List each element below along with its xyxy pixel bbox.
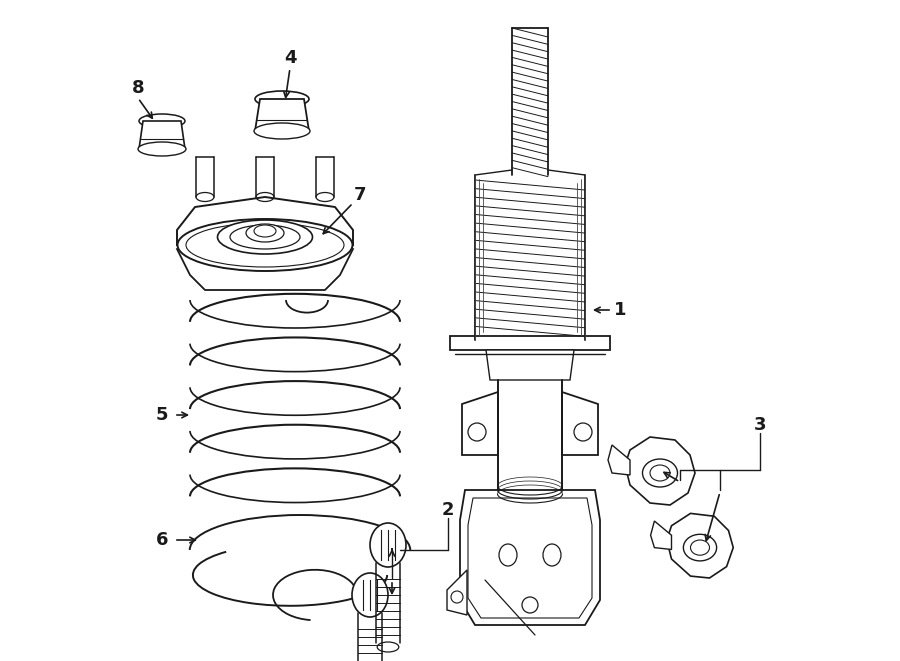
Ellipse shape: [683, 534, 716, 561]
Ellipse shape: [254, 225, 276, 237]
Ellipse shape: [643, 459, 678, 487]
Text: 8: 8: [131, 79, 144, 97]
Ellipse shape: [543, 544, 561, 566]
Ellipse shape: [377, 642, 399, 652]
Text: 6: 6: [156, 531, 168, 549]
Ellipse shape: [246, 224, 284, 242]
Ellipse shape: [218, 220, 312, 254]
Polygon shape: [139, 121, 185, 149]
Polygon shape: [651, 521, 671, 549]
Ellipse shape: [451, 591, 463, 603]
Polygon shape: [562, 392, 598, 455]
Polygon shape: [255, 99, 309, 131]
Ellipse shape: [316, 192, 334, 202]
Ellipse shape: [650, 465, 670, 481]
Ellipse shape: [256, 192, 274, 202]
Polygon shape: [486, 350, 574, 380]
Polygon shape: [462, 392, 498, 455]
Polygon shape: [447, 570, 467, 615]
Ellipse shape: [230, 225, 300, 249]
Ellipse shape: [255, 91, 309, 107]
Polygon shape: [450, 336, 610, 350]
Ellipse shape: [370, 523, 406, 567]
Ellipse shape: [522, 597, 538, 613]
Polygon shape: [468, 498, 592, 618]
Ellipse shape: [186, 223, 344, 267]
Ellipse shape: [177, 219, 353, 271]
Polygon shape: [625, 437, 695, 505]
Ellipse shape: [690, 540, 709, 555]
Text: 2: 2: [442, 501, 454, 519]
Ellipse shape: [139, 114, 185, 128]
Text: 4: 4: [284, 49, 296, 67]
Ellipse shape: [499, 544, 517, 566]
Ellipse shape: [352, 573, 388, 617]
Text: 1: 1: [614, 301, 626, 319]
Ellipse shape: [574, 423, 592, 441]
Polygon shape: [608, 445, 630, 475]
Ellipse shape: [468, 423, 486, 441]
Polygon shape: [460, 490, 600, 625]
Ellipse shape: [138, 142, 186, 156]
Text: 3: 3: [754, 416, 766, 434]
Text: 7: 7: [354, 186, 366, 204]
Text: 5: 5: [156, 406, 168, 424]
Polygon shape: [667, 514, 734, 578]
Ellipse shape: [196, 192, 214, 202]
Ellipse shape: [254, 123, 310, 139]
